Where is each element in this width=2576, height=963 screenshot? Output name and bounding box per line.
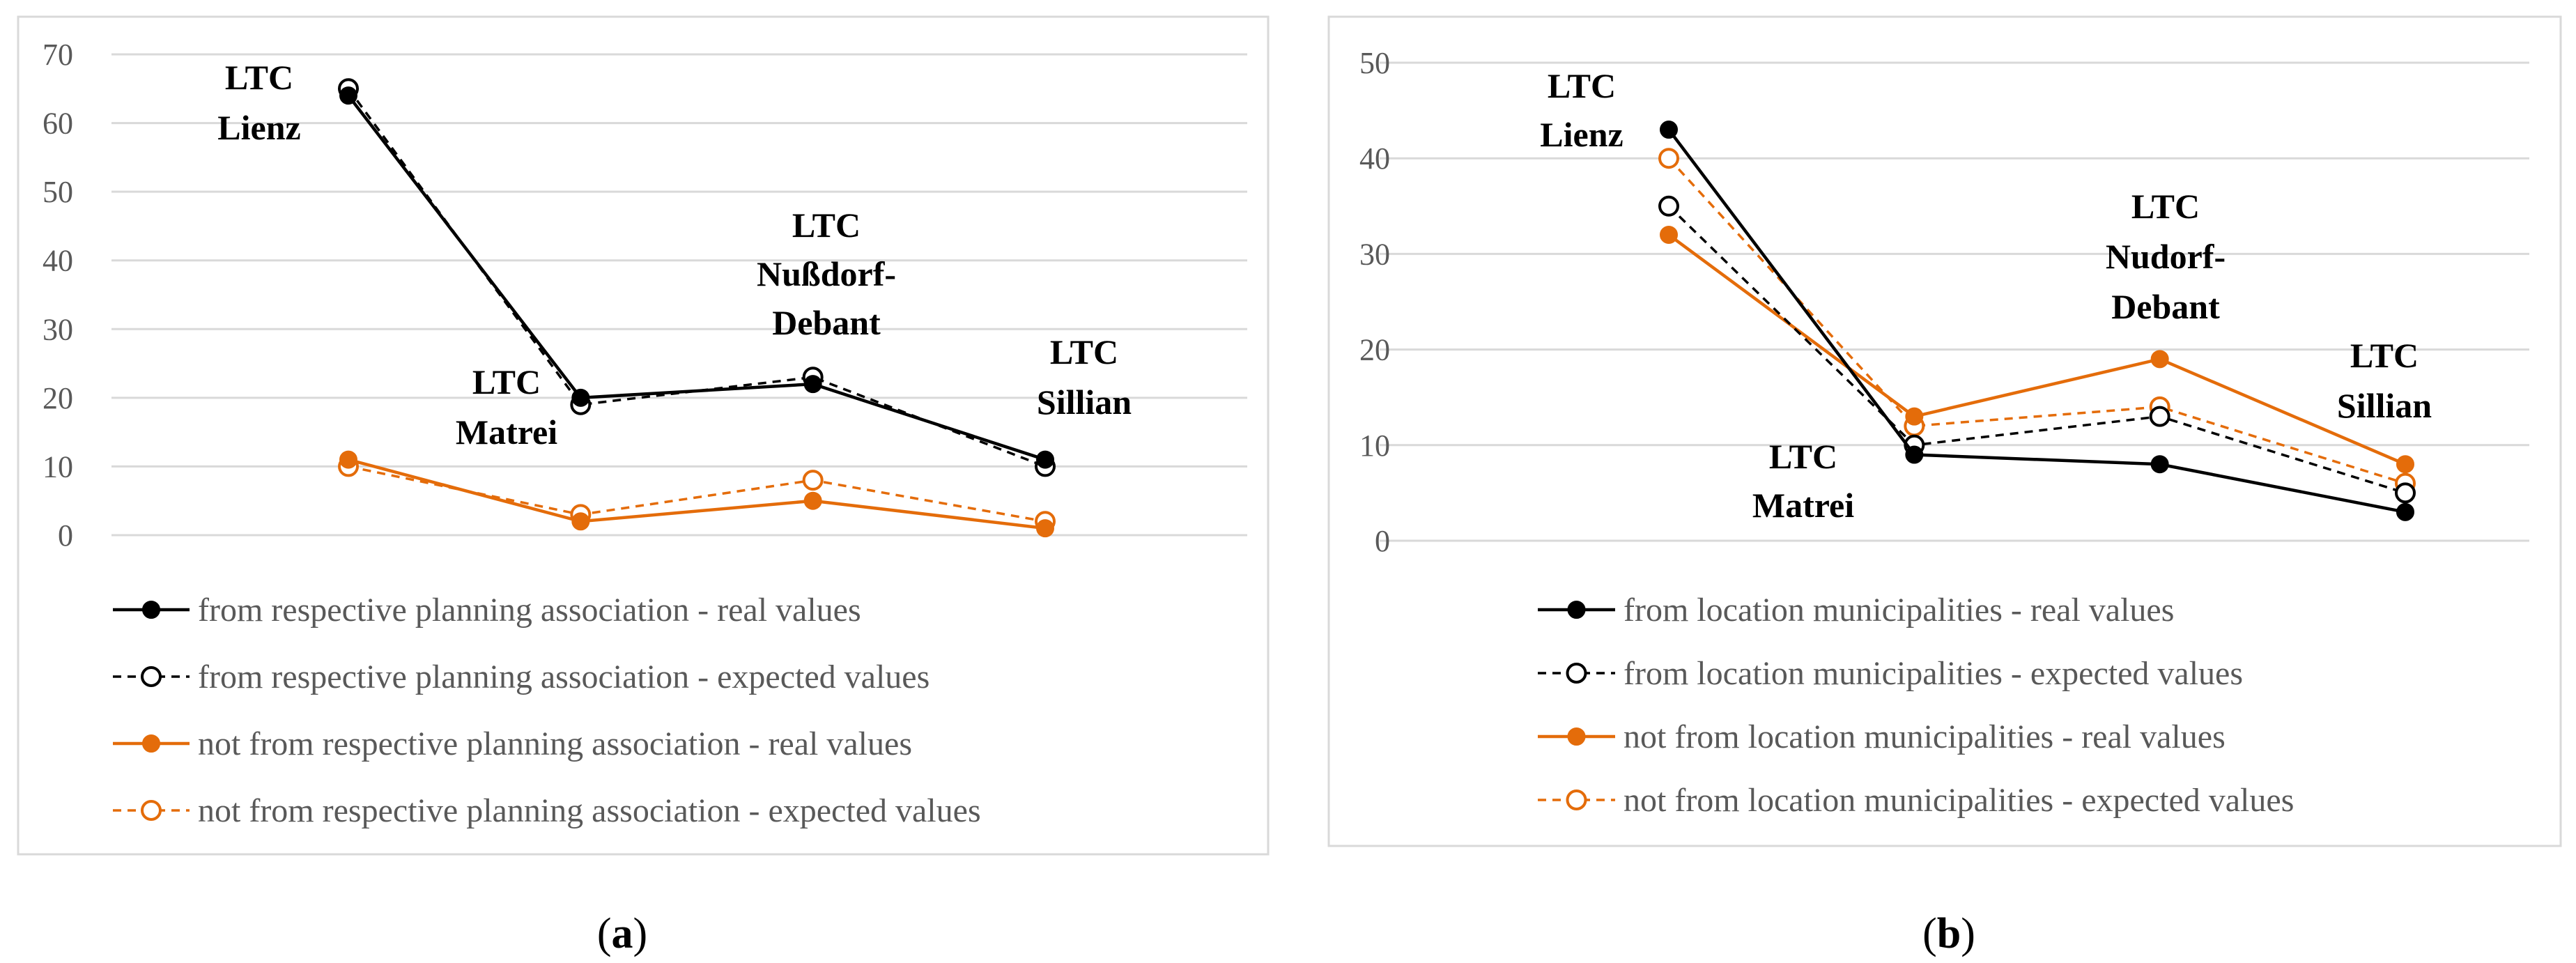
panel-b-series-1-point [2150, 455, 2169, 474]
panel-a-series-1-point [571, 388, 590, 407]
panel-a-caption-open: ( [597, 910, 612, 957]
panel-b-caption-close: ) [1961, 910, 1975, 957]
panel-b-legend-label-2: from location municipalities - expected … [1624, 655, 2243, 692]
panel-b-series-3-point [2150, 350, 2169, 369]
panel-a-legend-label-4: not from respective planning association… [198, 792, 981, 829]
panel-b-ytick-label: 30 [1359, 237, 1390, 271]
panel-b-annotation-line: Debant [2111, 287, 2220, 326]
panel-a-annotation-1: LTC Lienz [217, 58, 300, 147]
panel-a-caption: (a) [597, 910, 647, 957]
panel-b-series-2-point [2395, 482, 2416, 504]
panel-a-annotation-line: LTC [472, 362, 541, 401]
panel-a-caption-close: ) [633, 910, 648, 957]
panel-a-ytick-label: 40 [43, 244, 73, 278]
panel-b-frame [1327, 15, 2562, 847]
panel-b-series-1-line [1667, 128, 2406, 514]
panel-b-series-1-point [1660, 121, 1678, 139]
panel-b-series-1-point [2396, 502, 2414, 521]
panel-a-legend-label-3: not from respective planning association… [198, 725, 912, 762]
panel-a-ytick-label: 20 [43, 381, 73, 415]
panel-b-legend-swatch-marker-4 [1566, 789, 1587, 810]
panel-b-annotation-4: LTC Sillian [2337, 336, 2432, 425]
panel-a-legend-swatch-marker-2 [141, 666, 162, 687]
panel-b-series-3-line [1667, 233, 2406, 466]
panel-a-ytick-label: 30 [43, 312, 73, 346]
panel-a-annotation-line: Sillian [1037, 383, 1132, 422]
panel-b-series-2-point [1658, 195, 1679, 217]
panel-b-caption-open: ( [1922, 910, 1937, 957]
panel-b-annotation-line: LTC [1548, 66, 1616, 105]
panel-b-annotation-3: LTC Nudorf- Debant [2106, 187, 2226, 326]
panel-b-annotation-line: LTC [1769, 437, 1837, 476]
panel-b-legend-swatch-marker-2 [1566, 663, 1587, 684]
panel-b-ytick-label: 50 [1359, 46, 1390, 80]
panel-b-legend-swatch-marker-3 [1567, 727, 1586, 746]
panel-b-series-3-point [1660, 225, 1678, 244]
panel-b-series-2-line [1667, 205, 2406, 495]
panel-b-chart: 0 10 20 30 40 50 LTC Lienz LTC Matrei LTC Nudorf- De… [1327, 15, 2562, 847]
panel-b-series-2-point [2149, 406, 2170, 427]
panel-a-annotation-line: Lienz [217, 108, 300, 147]
panel-b-annotation-line: Nudorf- [2106, 237, 2226, 276]
panel-b-caption-letter: b [1937, 910, 1961, 957]
panel-b-series-3-point [1905, 407, 1924, 426]
panel-b-annotation-line: Sillian [2337, 386, 2432, 425]
panel-a-annotation-line: Matrei [456, 413, 557, 452]
panel-b-ytick-label: 10 [1359, 429, 1390, 463]
panel-b-caption: (b) [1922, 910, 1975, 957]
panel-b-series-4-point [1658, 148, 1679, 169]
panel-a-annotation-line: Debant [772, 303, 881, 342]
panel-a-frame [17, 15, 1270, 856]
panel-a-series-1-point [1036, 450, 1054, 469]
panel-a-legend-swatch-marker-3 [142, 734, 160, 753]
panel-a-annotation-2: LTC Matrei [456, 362, 557, 452]
panel-b-annotation-line: Matrei [1752, 486, 1854, 525]
panel-a-annotation-line: LTC [792, 206, 861, 245]
panel-a-series-3-point [803, 491, 822, 510]
panel-a-series-3-line [348, 458, 1046, 530]
panel-a-ytick-label: 70 [43, 38, 73, 72]
panel-b-series-1-point [1905, 445, 1924, 464]
panel-a-annotation-4: LTC Sillian [1037, 332, 1132, 422]
panel-a-legend-swatch-marker-4 [141, 800, 162, 821]
panel-a-annotation-3: LTC Nußdorf- Debant [757, 206, 896, 342]
panel-a-series-1-line [347, 94, 1046, 461]
panel-b-legend-swatch-marker-1 [1567, 601, 1586, 619]
panel-b-legend-label-4: not from location municipalities - expec… [1624, 782, 2294, 819]
panel-a-series-1-point [803, 375, 822, 394]
panel-b-legend-label-1: from location municipalities - real valu… [1624, 592, 2174, 629]
panel-a-series-4-point [802, 470, 824, 491]
panel-b-ytick-label: 0 [1375, 524, 1390, 558]
panel-a-legend-label-2: from respective planning association - e… [198, 658, 930, 695]
panel-a-series-3-point [1036, 519, 1054, 538]
panel-a-series-1-point [339, 86, 357, 105]
panel-b-series-3-point [2396, 455, 2414, 474]
panel-a-ytick-label: 0 [58, 518, 73, 553]
panel-a-caption-letter: a [612, 910, 633, 957]
panel-b-annotation-line: LTC [2350, 336, 2419, 375]
panel-b-annotation-line: Lienz [1540, 115, 1623, 154]
panel-b-annotation-1: LTC Lienz [1540, 66, 1623, 154]
panel-a-series-3-point [339, 450, 357, 469]
panel-a-annotation-line: LTC [1050, 332, 1118, 371]
panel-b-annotation-line: LTC [2131, 187, 2200, 226]
panel-a-legend-label-1: from respective planning association - r… [198, 592, 861, 629]
panel-a-ytick-label: 50 [43, 175, 73, 209]
panel-a-ytick-label: 10 [43, 449, 73, 484]
panel-a-chart: 0 10 20 30 40 50 60 70 LTC Lienz LTC Matrei LTC Nußdo… [17, 15, 1270, 856]
panel-a-annotation-line: Nußdorf- [757, 254, 896, 293]
panel-a-annotation-line: LTC [225, 58, 293, 97]
panel-b-legend-label-3: not from location municipalities - real … [1624, 718, 2226, 755]
panel-a-series-3-point [571, 512, 590, 531]
panel-a-legend-swatch-marker-1 [142, 601, 160, 619]
panel-b-annotation-2: LTC Matrei [1752, 437, 1854, 525]
panel-b-ytick-label: 40 [1359, 141, 1390, 176]
panel-a-ytick-label: 60 [43, 107, 73, 141]
panel-b-ytick-label: 20 [1359, 333, 1390, 367]
